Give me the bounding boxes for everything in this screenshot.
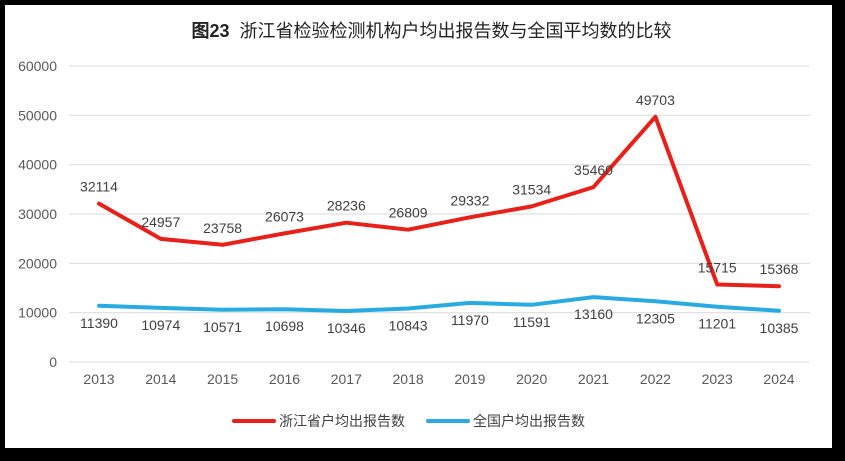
svg-text:32114: 32114 bbox=[80, 179, 118, 195]
svg-text:10000: 10000 bbox=[18, 305, 57, 321]
svg-text:11390: 11390 bbox=[80, 315, 118, 331]
svg-text:15368: 15368 bbox=[760, 261, 799, 277]
svg-text:2015: 2015 bbox=[207, 371, 238, 387]
svg-text:29332: 29332 bbox=[450, 192, 489, 208]
svg-text:2017: 2017 bbox=[331, 371, 362, 387]
svg-text:10385: 10385 bbox=[760, 320, 799, 336]
svg-text:2019: 2019 bbox=[454, 371, 485, 387]
svg-text:49703: 49703 bbox=[636, 92, 675, 108]
svg-text:2016: 2016 bbox=[269, 371, 300, 387]
svg-text:12305: 12305 bbox=[636, 310, 675, 326]
svg-text:2024: 2024 bbox=[763, 371, 794, 387]
svg-text:11201: 11201 bbox=[698, 316, 736, 332]
svg-text:11970: 11970 bbox=[451, 312, 489, 328]
svg-text:0: 0 bbox=[49, 354, 57, 370]
svg-text:10571: 10571 bbox=[203, 319, 242, 335]
svg-text:26073: 26073 bbox=[265, 208, 304, 224]
svg-text:20000: 20000 bbox=[18, 255, 57, 271]
svg-text:31534: 31534 bbox=[512, 181, 551, 197]
svg-text:2023: 2023 bbox=[702, 371, 733, 387]
svg-text:10843: 10843 bbox=[389, 318, 428, 334]
svg-text:2020: 2020 bbox=[516, 371, 547, 387]
svg-text:50000: 50000 bbox=[18, 107, 57, 123]
svg-text:2014: 2014 bbox=[145, 371, 176, 387]
svg-text:40000: 40000 bbox=[18, 157, 57, 173]
svg-text:30000: 30000 bbox=[18, 206, 57, 222]
svg-text:24957: 24957 bbox=[141, 214, 180, 230]
svg-text:2021: 2021 bbox=[578, 371, 609, 387]
svg-text:11591: 11591 bbox=[513, 314, 551, 330]
svg-text:60000: 60000 bbox=[18, 58, 57, 74]
svg-text:10698: 10698 bbox=[265, 318, 304, 334]
svg-text:26809: 26809 bbox=[389, 205, 428, 221]
svg-text:10974: 10974 bbox=[141, 317, 180, 333]
svg-text:10346: 10346 bbox=[327, 320, 366, 336]
svg-text:23758: 23758 bbox=[203, 220, 242, 236]
svg-text:2013: 2013 bbox=[83, 371, 114, 387]
svg-text:28236: 28236 bbox=[327, 198, 366, 214]
svg-text:2018: 2018 bbox=[393, 371, 424, 387]
svg-text:35460: 35460 bbox=[574, 162, 613, 178]
svg-text:13160: 13160 bbox=[574, 306, 613, 322]
svg-text:2022: 2022 bbox=[640, 371, 671, 387]
svg-text:15715: 15715 bbox=[698, 260, 737, 276]
